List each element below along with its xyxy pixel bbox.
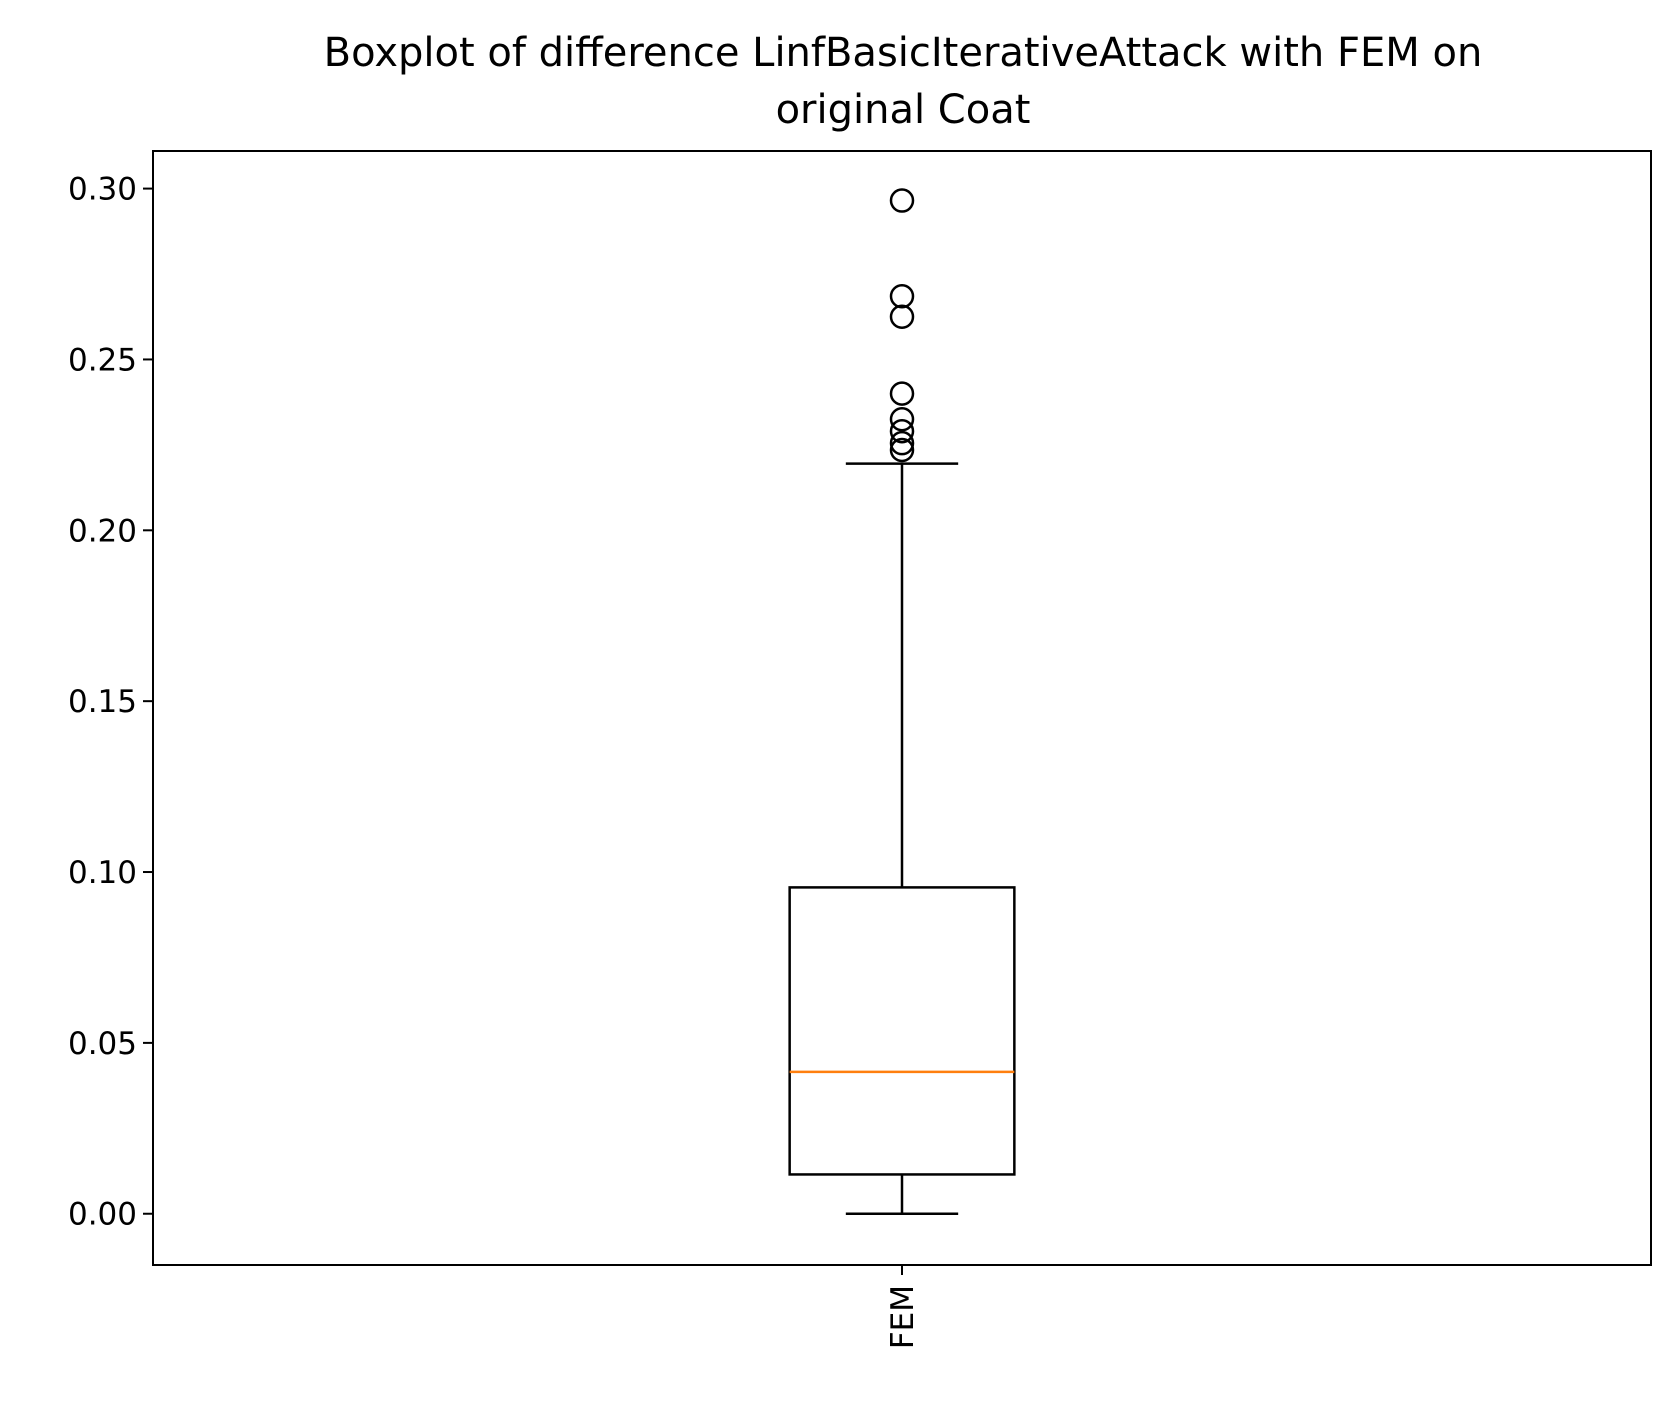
- y-tick-label: 0.20: [68, 513, 137, 549]
- outlier-point: [889, 406, 915, 432]
- x-axis: FEM: [885, 1265, 921, 1349]
- y-tick-label: 0.30: [68, 172, 137, 208]
- outlier-point: [889, 437, 915, 463]
- outlier-point: [889, 381, 915, 406]
- outlier-point: [889, 283, 915, 309]
- y-axis: 0.00 0.05 0.10 0.15 0.20 0.25 0.30: [68, 172, 153, 1233]
- chart-title-line-2: original Coat: [776, 87, 1031, 133]
- y-tick-label: 0.25: [68, 342, 137, 378]
- iqr-box: [788, 886, 1016, 1176]
- outlier-point: [889, 188, 915, 213]
- outlier-point: [889, 418, 915, 444]
- outlier-point: [889, 304, 915, 329]
- chart-title-line-1: Boxplot of difference LinfBasicIterative…: [324, 30, 1483, 76]
- boxes: [788, 188, 1016, 1215]
- outlier-point: [889, 430, 915, 456]
- y-tick-label: 0.05: [68, 1026, 137, 1062]
- plot-frame: [152, 150, 1652, 1266]
- y-tick-label: 0.00: [68, 1197, 137, 1233]
- y-tick-label: 0.10: [68, 855, 137, 891]
- y-tick-label: 0.15: [68, 684, 137, 720]
- x-tick-label: FEM: [885, 1285, 921, 1349]
